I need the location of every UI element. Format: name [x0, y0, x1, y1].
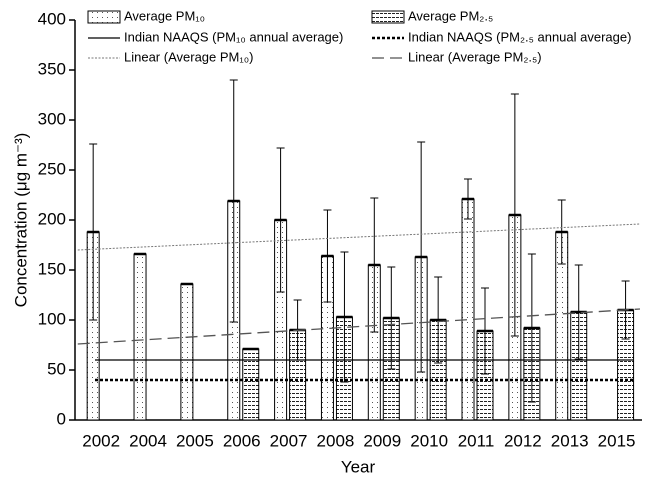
x-tick-label: 2013: [551, 431, 589, 450]
legend-label: Average PM₂.₅: [408, 8, 493, 23]
y-tick-label: 250: [38, 159, 66, 178]
x-tick-label: 2012: [504, 431, 542, 450]
bar: [133, 253, 147, 421]
x-tick-label: 2010: [410, 431, 448, 450]
x-tick-label: 2005: [176, 431, 214, 450]
y-tick-label: 300: [38, 109, 66, 128]
x-tick-label: 2015: [598, 431, 636, 450]
x-axis-label: Year: [341, 457, 376, 476]
x-tick-label: 2011: [458, 431, 495, 450]
legend-label: Linear (Average PM₁₀): [124, 49, 254, 64]
y-tick-label: 200: [38, 209, 66, 228]
x-tick-label: 2004: [129, 431, 167, 450]
x-tick-label: 2006: [223, 431, 261, 450]
legend-label: Linear (Average PM₂.₅): [408, 49, 542, 64]
y-tick-label: 350: [38, 59, 66, 78]
legend-label: Indian NAAQS (PM₁₀ annual average): [124, 29, 343, 44]
legend-swatch: [371, 10, 405, 24]
y-tick-label: 50: [47, 359, 66, 378]
bar: [180, 283, 194, 421]
x-tick-label: 2002: [82, 431, 120, 450]
y-tick-label: 400: [38, 9, 66, 28]
x-tick-label: 2008: [317, 431, 355, 450]
trend-line: [77, 308, 641, 345]
legend-label: Average PM₁₀: [124, 8, 205, 23]
y-tick-label: 100: [38, 309, 66, 328]
x-tick-label: 2007: [270, 431, 308, 450]
y-tick-label: 0: [57, 409, 66, 428]
y-tick-label: 150: [38, 259, 66, 278]
x-tick-label: 2009: [363, 431, 401, 450]
y-axis-label: Concentration (μg m⁻³): [11, 133, 30, 308]
legend-label: Indian NAAQS (PM₂.₅ annual average): [408, 29, 631, 44]
trend-line: [77, 223, 641, 251]
legend-swatch: [87, 10, 121, 24]
